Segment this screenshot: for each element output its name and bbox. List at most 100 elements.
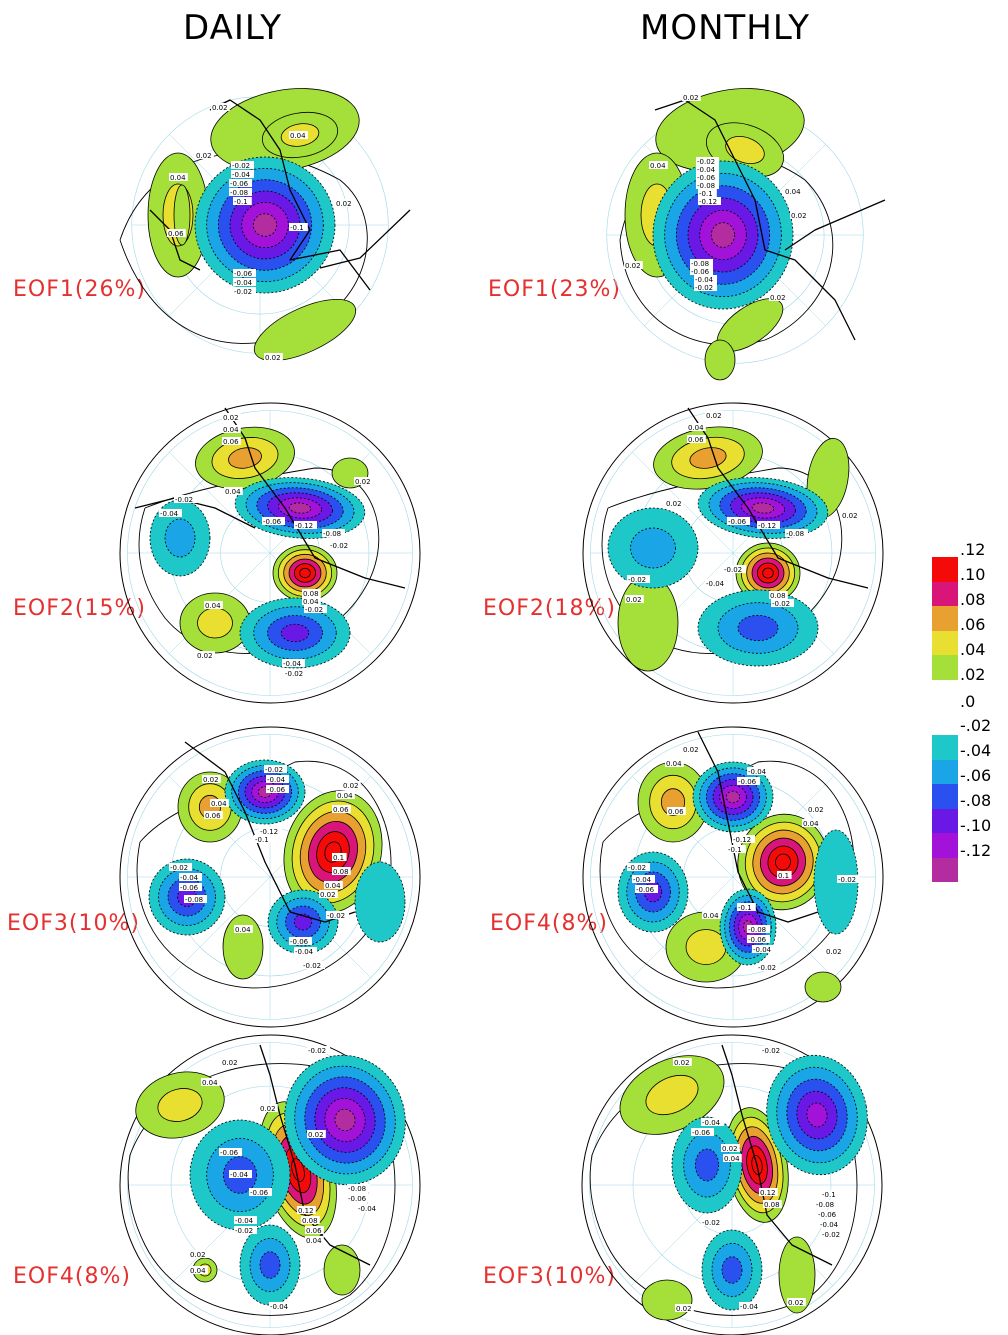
colorbar-swatch-neg-1	[932, 735, 958, 760]
contour-label: 0.02	[259, 1104, 278, 1113]
svg-text:-0.04: -0.04	[230, 1171, 249, 1179]
svg-text:0.04: 0.04	[190, 1267, 206, 1275]
svg-text:0.04: 0.04	[290, 132, 306, 140]
anomaly-negative	[284, 1054, 406, 1186]
contour-label: -0.06	[249, 1188, 272, 1197]
anomaly-negative	[267, 889, 339, 955]
contour-label: -0.02	[234, 1226, 257, 1235]
map-monthly-eof2: 0.020.040.060.020.020.02-0.06 -0.12-0.08-…	[582, 402, 884, 704]
contour-label: 0.02	[721, 1144, 740, 1153]
svg-text:-0.08: -0.08	[185, 896, 203, 904]
contour-label: -0.02	[169, 863, 192, 872]
colorbar-label: .08	[960, 590, 986, 609]
contour-label: -0.04	[705, 579, 728, 588]
contour-label: 0.02	[222, 413, 241, 422]
contour-label: -0.02	[757, 963, 780, 972]
svg-text:-0.1: -0.1	[234, 198, 248, 206]
contour-label: -0.1	[233, 197, 252, 206]
svg-text:-0.02: -0.02	[327, 912, 345, 920]
svg-text:-0.02: -0.02	[695, 284, 713, 292]
contour-label: -0.04	[819, 1220, 842, 1229]
svg-text:0.04: 0.04	[703, 912, 719, 920]
contour-label: -0.02	[326, 911, 349, 920]
contour-label: 0.02	[211, 103, 230, 112]
contour-label: 0.02	[675, 1304, 694, 1313]
contour-label: 0.06	[222, 437, 241, 446]
anomaly-negative	[239, 597, 351, 669]
svg-text:-0.08: -0.08	[786, 530, 804, 538]
svg-text:0.02: 0.02	[842, 512, 858, 520]
svg-text:-0.02: -0.02	[628, 864, 646, 872]
svg-text:0.02: 0.02	[683, 94, 699, 102]
colorbar-label: .02	[960, 665, 986, 684]
contour-label: 0.08	[763, 1200, 782, 1209]
svg-text:0.02: 0.02	[722, 1145, 738, 1153]
svg-text:-0.04: -0.04	[697, 166, 716, 174]
anomaly-negative	[607, 507, 699, 589]
panel-label-daily-4: EOF4(8%)	[13, 1264, 131, 1289]
anomaly-negative	[671, 1116, 743, 1214]
svg-text:-0.02: -0.02	[305, 606, 323, 614]
contour-label: -0.04	[294, 947, 317, 956]
contour-label: -0.12	[259, 827, 282, 836]
svg-text:-0.1: -0.1	[728, 846, 742, 854]
anomaly-positive	[641, 1279, 693, 1321]
contour-label: -0.12	[698, 197, 721, 206]
svg-text:0.04: 0.04	[688, 424, 704, 432]
contour-label: -0.1	[821, 1190, 840, 1199]
svg-text:-0.02: -0.02	[762, 1047, 780, 1055]
svg-text:0.04: 0.04	[303, 598, 319, 606]
panel-label-monthly-2: EOF2(18%)	[483, 596, 616, 621]
svg-text:-0.02: -0.02	[303, 962, 321, 970]
contour-label: 0.08	[332, 867, 351, 876]
anomaly-negative	[194, 156, 336, 294]
contour-label: -0.08	[696, 181, 719, 190]
contour-label: -0.08	[690, 259, 713, 268]
svg-text:0.02: 0.02	[196, 152, 212, 160]
svg-text:0.02: 0.02	[212, 104, 228, 112]
svg-text:-0.06: -0.06	[748, 936, 767, 944]
contour-label: -0.02	[696, 157, 719, 166]
colorbar-label: .12	[960, 540, 986, 559]
anomaly-positive	[653, 426, 763, 490]
svg-text:-0.02: -0.02	[628, 576, 646, 584]
contour-label: 0.02	[625, 595, 644, 604]
anomaly-negative	[652, 160, 794, 310]
svg-text:0.12: 0.12	[298, 1207, 314, 1215]
contour-label: 0.02	[264, 353, 283, 362]
svg-text:0.04: 0.04	[202, 1079, 218, 1087]
svg-text:0.02: 0.02	[336, 200, 352, 208]
contour-label: -0.04	[696, 165, 719, 174]
svg-text:0.02: 0.02	[320, 891, 336, 899]
svg-text:0.02: 0.02	[683, 746, 699, 754]
svg-text:0.04: 0.04	[650, 162, 666, 170]
svg-text:0.08: 0.08	[303, 590, 319, 598]
coastline	[224, 407, 406, 589]
svg-text:0.02: 0.02	[676, 1305, 692, 1313]
anomaly-positive	[617, 574, 679, 672]
svg-text:0.04: 0.04	[306, 1237, 322, 1245]
svg-text:-0.02: -0.02	[330, 542, 348, 550]
svg-text:0.04: 0.04	[803, 820, 819, 828]
contour-label: -0.02	[264, 765, 287, 774]
contour-label: -0.06	[696, 173, 719, 182]
contour-label: -0.04	[701, 1118, 724, 1127]
contour-label: 0.02	[354, 477, 373, 486]
colorbar-label: -.04	[960, 741, 992, 760]
contour-label: -0.06	[817, 1210, 840, 1219]
contour-label: -0.12	[732, 835, 755, 844]
svg-text:-0.04: -0.04	[753, 946, 772, 954]
svg-text:0.06: 0.06	[168, 230, 184, 238]
contour-label: -0.02	[837, 875, 860, 884]
svg-text:0.02: 0.02	[666, 500, 682, 508]
svg-text:-0.06: -0.06	[692, 1129, 711, 1137]
svg-text:-0.06: -0.06	[348, 1195, 367, 1203]
contour-label: -0.02	[701, 1218, 724, 1227]
contour-label: -0.08	[229, 188, 252, 197]
svg-text:-0.04: -0.04	[820, 1221, 839, 1229]
svg-text:0.04: 0.04	[223, 426, 239, 434]
contour-label: 0.04	[305, 1236, 324, 1245]
colorbar-swatch-neg-6	[932, 857, 958, 882]
anomaly-negative	[234, 477, 366, 539]
svg-text:0.02: 0.02	[808, 806, 824, 814]
